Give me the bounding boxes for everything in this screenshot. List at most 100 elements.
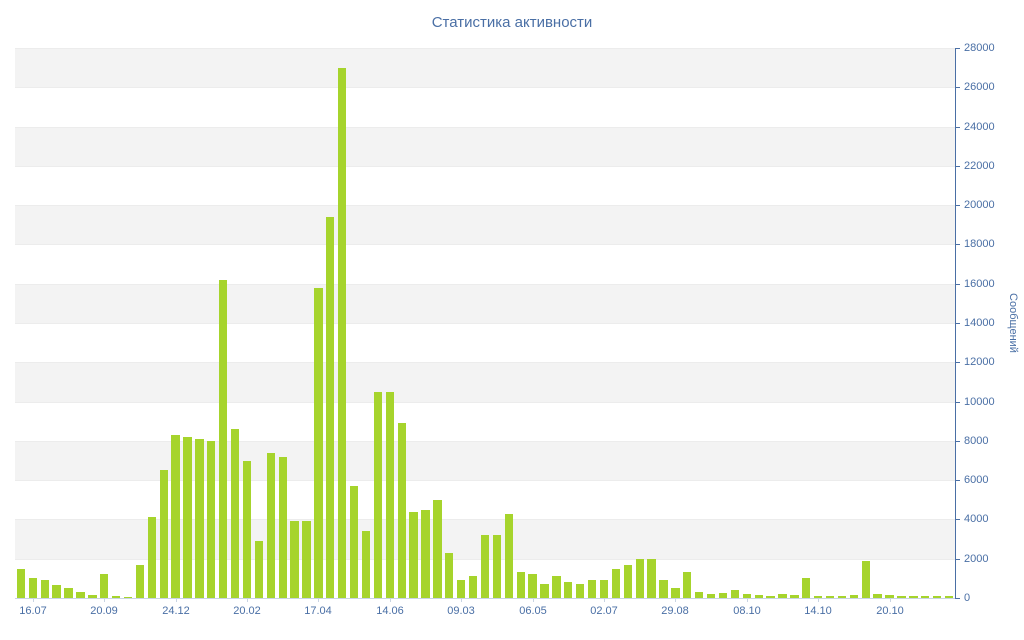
bar[interactable]: [373, 391, 383, 598]
gridline: [15, 205, 955, 206]
bar[interactable]: [421, 509, 430, 598]
bar[interactable]: [683, 572, 692, 598]
y-tick-label: 20000: [964, 199, 995, 211]
bar[interactable]: [64, 588, 73, 598]
bar[interactable]: [599, 580, 609, 598]
bar[interactable]: [564, 582, 573, 598]
y-axis-tick: [955, 519, 960, 520]
bar[interactable]: [326, 216, 335, 598]
y-tick-label: 2000: [964, 553, 989, 565]
bar[interactable]: [468, 576, 478, 598]
bar[interactable]: [171, 434, 180, 598]
bar[interactable]: [623, 564, 632, 598]
y-axis-tick: [955, 166, 960, 167]
bar[interactable]: [921, 595, 930, 598]
bar[interactable]: [849, 595, 859, 598]
y-tick-label: 26000: [964, 81, 995, 93]
x-tick-label: 29.08: [661, 605, 689, 617]
bar[interactable]: [480, 535, 490, 598]
bar[interactable]: [766, 595, 775, 598]
bar[interactable]: [123, 596, 133, 598]
x-axis-tick: [33, 598, 34, 602]
bar[interactable]: [778, 594, 787, 598]
bar[interactable]: [52, 585, 61, 598]
bar[interactable]: [302, 521, 311, 598]
x-axis-tick: [533, 598, 534, 602]
bar[interactable]: [671, 588, 680, 598]
bar[interactable]: [516, 572, 525, 598]
bar[interactable]: [361, 531, 371, 598]
bar[interactable]: [88, 595, 97, 598]
bar[interactable]: [897, 595, 906, 598]
bar[interactable]: [825, 596, 835, 598]
bar[interactable]: [338, 67, 347, 598]
bar[interactable]: [802, 578, 811, 598]
bar[interactable]: [278, 456, 287, 598]
bar[interactable]: [111, 596, 121, 598]
bar[interactable]: [837, 596, 847, 598]
bar[interactable]: [100, 574, 109, 598]
bar[interactable]: [207, 440, 216, 598]
bar[interactable]: [183, 436, 192, 598]
bar[interactable]: [290, 521, 299, 598]
bar[interactable]: [266, 452, 275, 598]
bar[interactable]: [635, 558, 644, 598]
bar[interactable]: [40, 580, 49, 598]
bar[interactable]: [349, 486, 359, 598]
bar[interactable]: [135, 564, 145, 598]
bar[interactable]: [219, 279, 228, 598]
bar[interactable]: [742, 594, 751, 598]
bar[interactable]: [159, 470, 168, 598]
gridline: [15, 244, 955, 245]
y-axis-tick: [955, 127, 960, 128]
y-tick-label: 24000: [964, 121, 995, 133]
bar[interactable]: [873, 594, 882, 598]
bar[interactable]: [409, 511, 418, 598]
bar[interactable]: [730, 590, 740, 598]
bar[interactable]: [540, 584, 549, 598]
bar[interactable]: [230, 429, 240, 598]
bar[interactable]: [242, 460, 252, 598]
bar[interactable]: [932, 596, 942, 598]
bar[interactable]: [695, 592, 704, 598]
y-tick-label: 16000: [964, 278, 995, 290]
bar[interactable]: [195, 438, 204, 598]
x-axis-tick: [176, 598, 177, 602]
bar[interactable]: [433, 499, 442, 598]
y-tick-label: 18000: [964, 238, 995, 250]
bar[interactable]: [814, 595, 823, 598]
bar[interactable]: [576, 584, 585, 598]
bar[interactable]: [504, 513, 513, 598]
bar[interactable]: [397, 423, 406, 598]
bar[interactable]: [706, 594, 716, 598]
bar[interactable]: [587, 580, 597, 598]
bar[interactable]: [659, 580, 668, 598]
bar[interactable]: [528, 574, 537, 598]
x-axis-tick: [247, 598, 248, 602]
gridline: [15, 519, 955, 520]
bar[interactable]: [552, 576, 561, 598]
y-tick-label: 4000: [964, 513, 989, 525]
bar[interactable]: [147, 517, 156, 598]
bar[interactable]: [754, 595, 763, 598]
bar[interactable]: [76, 592, 85, 598]
bar[interactable]: [385, 391, 394, 598]
bar[interactable]: [790, 595, 799, 598]
bar[interactable]: [611, 568, 621, 598]
bar[interactable]: [254, 541, 264, 598]
bar[interactable]: [909, 596, 918, 598]
bar[interactable]: [944, 596, 954, 598]
bar[interactable]: [885, 595, 894, 598]
bar[interactable]: [861, 560, 870, 598]
grid-band: [15, 48, 955, 88]
bar[interactable]: [718, 593, 728, 598]
bar[interactable]: [647, 558, 656, 598]
x-axis-tick: [675, 598, 676, 602]
bar[interactable]: [314, 287, 323, 598]
plot-area: [15, 48, 955, 598]
bar[interactable]: [16, 568, 26, 598]
bar[interactable]: [492, 535, 502, 598]
bar[interactable]: [457, 580, 466, 598]
bar[interactable]: [28, 578, 37, 598]
bar[interactable]: [445, 552, 454, 598]
